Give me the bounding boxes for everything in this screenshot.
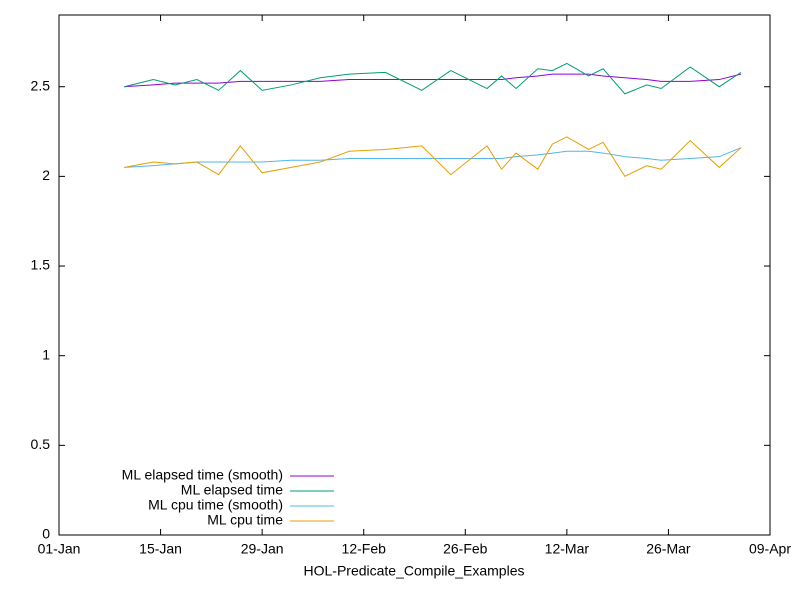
- plot-frame: [58, 14, 771, 536]
- x-tick-label: 26-Mar: [646, 541, 691, 557]
- x-tick-label: 15-Jan: [139, 541, 182, 557]
- series-line: [124, 136, 742, 178]
- x-tick-label: 12-Feb: [342, 541, 387, 557]
- legend-label: ML cpu time: [207, 512, 283, 528]
- y-tick-label: 1.5: [31, 257, 51, 273]
- x-tick-label: 09-Apr: [749, 541, 791, 557]
- series-line: [124, 62, 742, 95]
- legend-label: ML cpu time (smooth): [148, 497, 283, 513]
- y-tick-label: 2.5: [31, 77, 51, 93]
- series-line: [124, 73, 742, 88]
- x-tick-label: 12-Mar: [545, 541, 590, 557]
- x-tick-label: 01-Jan: [38, 541, 81, 557]
- series-line: [124, 147, 742, 168]
- x-tick-label: 26-Feb: [443, 541, 488, 557]
- x-tick-label: 29-Jan: [241, 541, 284, 557]
- x-axis-label: HOL-Predicate_Compile_Examples: [304, 563, 525, 579]
- legend-label: ML elapsed time: [181, 482, 283, 498]
- legend-label: ML elapsed time (smooth): [122, 467, 283, 483]
- y-tick-label: 1: [42, 346, 50, 362]
- y-tick-label: 2: [42, 167, 50, 183]
- y-tick-label: 0: [42, 526, 50, 542]
- y-tick-label: 0.5: [31, 436, 51, 452]
